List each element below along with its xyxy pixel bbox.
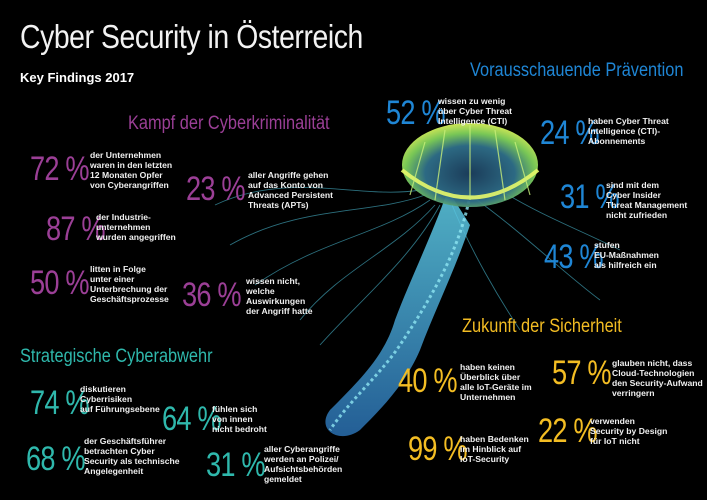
- stat-description: fühlen sich von innen nicht bedroht: [212, 404, 267, 434]
- stat-percent: 24 %: [540, 114, 600, 152]
- page-subtitle: Key Findings 2017: [20, 70, 135, 85]
- page-title: Cyber Security in Österreich: [20, 18, 363, 55]
- stat-description: der Unternehmen waren in den letzten 12 Mo…: [90, 150, 173, 190]
- stat-percent: 50 %: [30, 264, 90, 302]
- stat-description: der Geschäftsführer betrachten Cyber Secur…: [84, 436, 180, 476]
- stat-description: wissen zu wenig über Cyber Threat Intellig…: [438, 96, 513, 126]
- stat-percent: 74 %: [30, 384, 90, 422]
- stat-percent: 99 %: [408, 430, 468, 468]
- stat-description: haben Cyber Threat Intelligence (CTI)- Abo…: [588, 116, 669, 146]
- stat-description: der Industrie-unternehmen wurden angegrif…: [96, 212, 176, 242]
- stat-description: litten in Folge unter einer Unterbrechung …: [90, 264, 169, 304]
- section-title-strategisch: Strategische Cyberabwehr: [20, 346, 213, 367]
- section-title-kampf: Kampf der Cyberkriminalität: [128, 113, 330, 134]
- stat-description: stufen EU-Maßnahmen als hilfreich ein: [594, 240, 659, 270]
- stat-description: haben Bedenken im Hinblick auf IoT-Securit…: [460, 434, 529, 464]
- stat-percent: 72 %: [30, 150, 90, 188]
- stat-percent: 22 %: [538, 412, 598, 450]
- stat-percent: 31 %: [206, 446, 266, 484]
- stat-percent: 40 %: [398, 362, 458, 400]
- stat-percent: 52 %: [386, 94, 446, 132]
- stat-percent: 31 %: [560, 178, 620, 216]
- section-title-zukunft: Zukunft der Sicherheit: [462, 316, 622, 337]
- stat-percent: 23 %: [186, 170, 246, 208]
- stat-percent: 57 %: [552, 354, 612, 392]
- stat-percent: 64 %: [162, 400, 222, 438]
- stat-description: diskutieren Cyberrisiken auf Führungsebene: [80, 384, 160, 414]
- stat-description: verwenden Security by Design für IoT nicht: [590, 416, 668, 446]
- stat-percent: 87 %: [46, 210, 106, 248]
- stat-percent: 36 %: [182, 276, 242, 314]
- stat-percent: 68 %: [26, 440, 86, 478]
- section-title-praevention: Vorausschauende Prävention: [470, 60, 684, 81]
- stat-description: haben keinen Überblick über alle IoT-Gerät…: [460, 362, 532, 402]
- stat-percent: 43 %: [544, 238, 604, 276]
- stat-description: wissen nicht, welche Auswirkungen der Angri…: [246, 276, 313, 316]
- stat-description: aller Cyberangriffe werden an Polizei/Auf…: [264, 444, 343, 484]
- stat-description: glauben nicht, dass Cloud-Technologien den…: [612, 358, 703, 398]
- stat-description: sind mit dem Cyber Insider Threat Manageme…: [606, 180, 688, 220]
- stat-description: aller Angriffe gehen auf das Konto von Adv…: [248, 170, 334, 210]
